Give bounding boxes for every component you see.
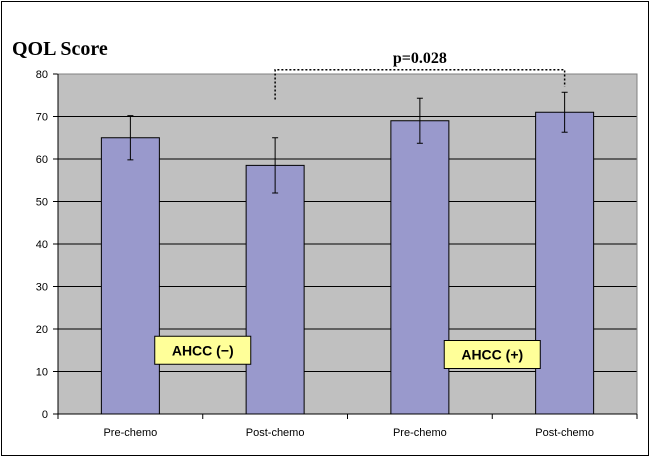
error-bar (561, 91, 568, 133)
y-tick-label: 40 (36, 239, 48, 251)
significance-annotation: p=0.028 (274, 50, 566, 100)
group-label-text: AHCC (−) (172, 342, 234, 358)
chart-title: QOL Score (12, 38, 108, 60)
y-tick-label: 70 (36, 112, 48, 124)
y-tick-label: 0 (42, 409, 48, 421)
error-bar (416, 97, 423, 144)
bars (100, 111, 595, 415)
x-tick-labels: Pre-chemo Post-chemo Pre-chemo Post-chemo (103, 427, 594, 439)
bar (100, 137, 160, 415)
bar (535, 111, 595, 415)
group-label-box (443, 340, 541, 369)
y-tick-label: 80 (36, 69, 48, 81)
x-tick-label: Pre-chemo (393, 427, 447, 439)
x-tick-label: Post-chemo (246, 427, 305, 439)
y-tick-labels: 0 10 20 30 40 50 60 70 80 (36, 69, 48, 421)
y-tick-label: 10 (36, 367, 48, 379)
x-tick-label: Pre-chemo (103, 427, 157, 439)
y-tick-label: 30 (36, 282, 48, 294)
group-label-box (154, 335, 252, 365)
x-tick-label: Post-chemo (535, 427, 594, 439)
bar (245, 164, 305, 415)
group-label: AHCC (−) (154, 335, 252, 365)
y-tick-label: 60 (36, 154, 48, 166)
bar (390, 120, 450, 415)
group-labels: AHCC (−) AHCC (+) (154, 335, 541, 369)
axes (53, 73, 638, 419)
y-tick-label: 50 (36, 197, 48, 209)
p-value-label: p=0.028 (393, 50, 447, 67)
y-tick-label: 20 (36, 324, 48, 336)
group-label-text: AHCC (+) (461, 347, 523, 363)
group-label: AHCC (+) (443, 340, 541, 369)
error-bar (272, 137, 279, 194)
error-bars (127, 91, 568, 194)
error-bar (127, 115, 134, 161)
